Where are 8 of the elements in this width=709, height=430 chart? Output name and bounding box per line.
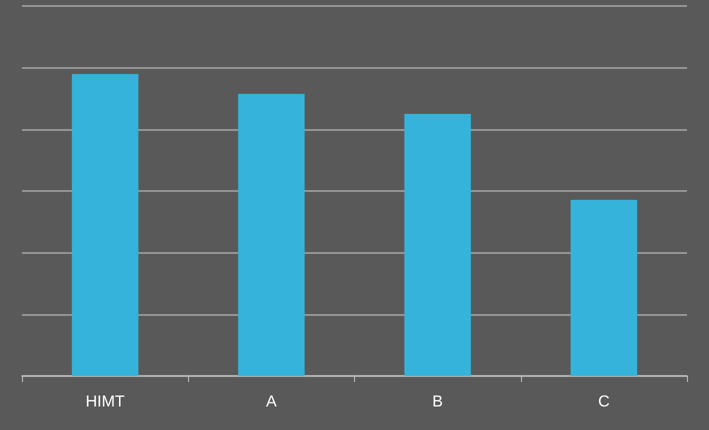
x-tick-label: B (432, 394, 443, 410)
bar (238, 94, 305, 376)
x-tick-label: A (266, 394, 278, 410)
bar (72, 74, 138, 376)
bar (570, 200, 638, 376)
x-tick-label: HIMT (86, 394, 125, 410)
x-tick-label: C (598, 394, 610, 410)
bar (404, 114, 471, 376)
